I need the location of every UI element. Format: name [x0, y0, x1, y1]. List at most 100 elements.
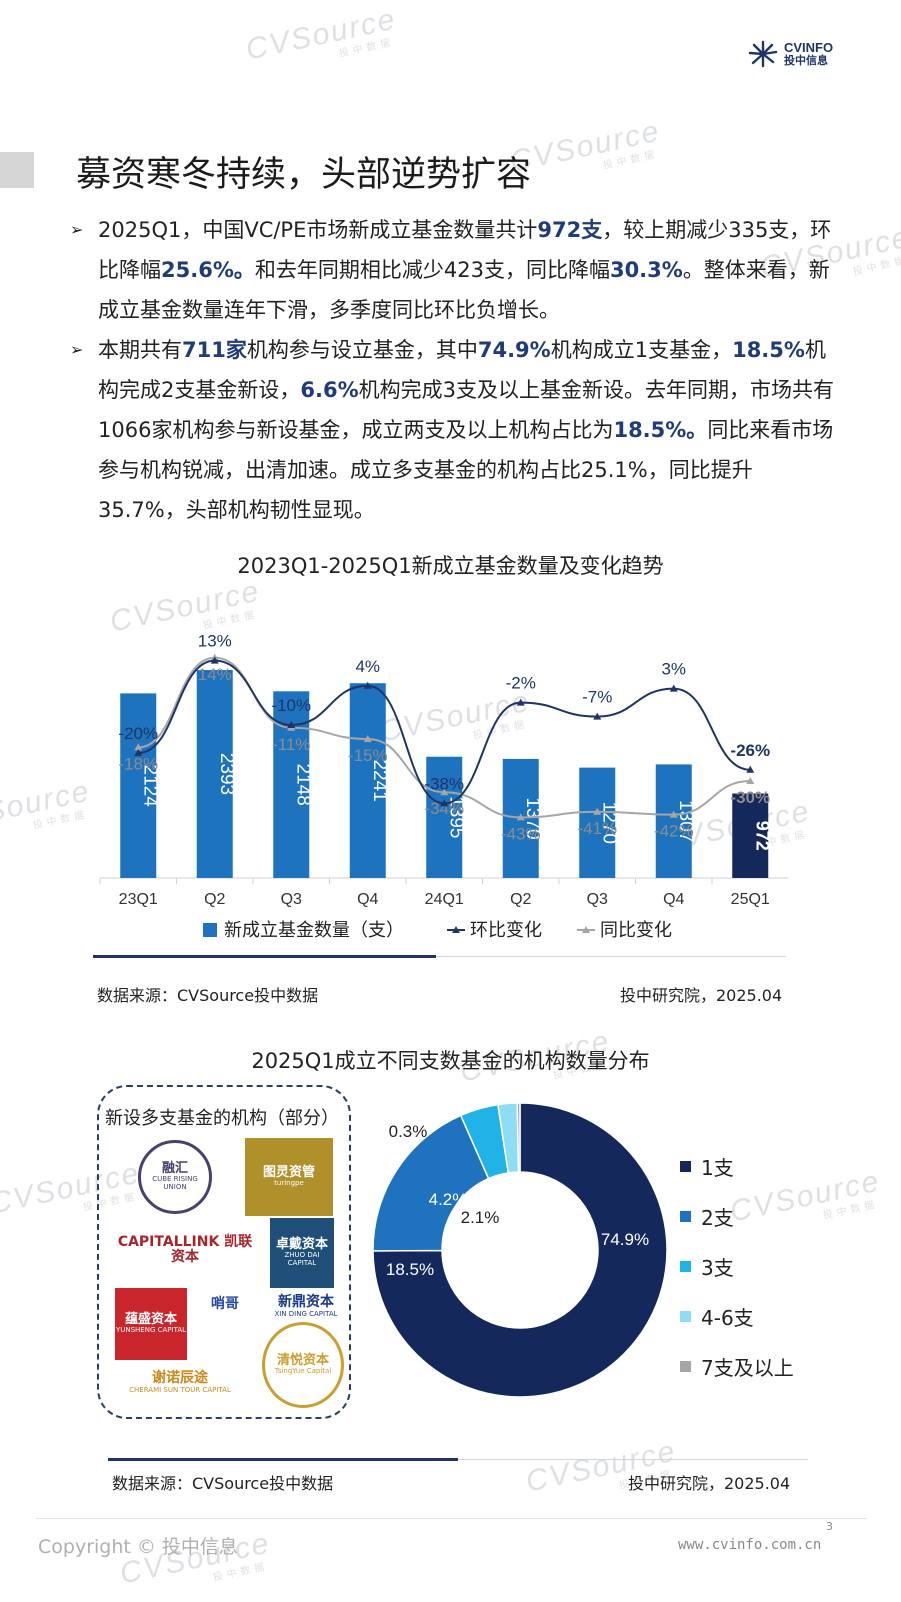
bullet-2: ➢ 本期共有711家机构参与设立基金，其中74.9%机构成立1支基金，18.5%… — [70, 330, 840, 530]
pie-legend-item: 2支 — [680, 1202, 734, 1231]
highlight-figure: 25.6%。 — [161, 258, 255, 282]
chart2-source-bar — [108, 1458, 458, 1461]
legend-label: 同比变化 — [600, 920, 672, 941]
legend-swatch — [680, 1211, 691, 1222]
org-logo: 清悦资本 TsingYue Capital — [262, 1322, 344, 1408]
org-logo: 卓戴资本 ZHUO DAI CAPITAL — [270, 1218, 334, 1288]
bar-value-label: 2393 — [216, 753, 237, 795]
bullet-segment: 机构完成3支及以上基金新设。去年同期，市场共有1066家机构参与新设基金，成立两… — [98, 378, 834, 442]
bar-value-label: 2241 — [369, 759, 390, 801]
series-marker — [669, 810, 678, 818]
donut-label: 0.3% — [389, 1122, 428, 1141]
org-logos-box — [97, 1085, 351, 1419]
series-data-label: -43% — [501, 824, 541, 843]
series-data-label: -34% — [424, 799, 464, 818]
bullet-arrow-icon: ➢ — [70, 340, 84, 359]
org-logo: 蕴盛资本 YUNSHENG CAPITAL — [115, 1288, 187, 1360]
series-data-label: 13% — [198, 632, 232, 651]
bullet-segment: 机构成立1支基金， — [550, 338, 733, 362]
highlight-figure: 972支 — [537, 218, 603, 242]
legend-swatch — [680, 1161, 691, 1172]
series-data-label: -7% — [582, 688, 612, 707]
page-number: 3 — [826, 1520, 833, 1533]
bar-value-label: 1370 — [522, 797, 543, 839]
page-title: 募资寒冬持续，头部逆势扩容 — [76, 155, 532, 195]
bullet-segment: 机构参与设立基金，其中 — [246, 338, 478, 362]
footer-divider — [36, 1518, 866, 1519]
series-data-label: -10% — [271, 696, 311, 715]
series-marker — [593, 807, 602, 815]
logo-cn: 投中信息 — [784, 54, 828, 67]
bullet-segment: 机构完成2支基金新设， — [98, 338, 826, 402]
chart2-source: 数据来源：CVSource投中数据 — [112, 1474, 334, 1493]
org-box-title: 新设多支基金的机构（部分） — [105, 1108, 339, 1129]
bar-value-label: 2148 — [292, 764, 313, 806]
cvinfo-burst-icon — [748, 40, 778, 68]
series-marker — [516, 813, 525, 821]
bar — [120, 693, 157, 878]
bar-value-label: 1395 — [445, 796, 466, 838]
highlight-figure: 30.3% — [609, 258, 683, 282]
bar-value-label: 2124 — [139, 765, 160, 808]
bullet-arrow-icon: ➢ — [70, 220, 84, 239]
legend-label: 1支 — [701, 1156, 734, 1180]
section-marker — [0, 152, 34, 188]
series-data-label: -38% — [424, 774, 464, 793]
bar-value-label: 972 — [752, 821, 772, 851]
highlight-figure: 18.5%。 — [613, 418, 708, 442]
donut-label: 4.2% — [429, 1190, 468, 1209]
bullet-segment: 本期共有 — [98, 338, 182, 362]
org-logo: 新鼎资本 XIN DING CAPITAL — [274, 1294, 338, 1318]
series-data-label: -20% — [118, 724, 158, 743]
donut-label: 2.1% — [461, 1208, 500, 1227]
pie-legend-item: 1支 — [680, 1152, 734, 1181]
series-data-label: 3% — [661, 660, 686, 679]
bar — [196, 670, 233, 878]
highlight-figure: 711家 — [182, 338, 247, 362]
bullet-1: ➢ 2025Q1，中国VC/PE市场新成立基金数量共计972支，较上期减少335… — [70, 210, 840, 330]
x-tick-label: Q2 — [510, 891, 531, 908]
series-data-label: -42% — [654, 822, 694, 841]
highlight-figure: 18.5% — [732, 338, 805, 362]
org-logo: 融汇 CUBE RISING UNION — [138, 1140, 212, 1214]
series-marker — [746, 765, 755, 773]
series-marker — [134, 749, 143, 756]
fund-count-chart: 2124 23Q1 2393 Q2 2148 Q3 2241 Q4 1395 24Q1 1370 Q2… — [93, 632, 789, 958]
legend-label: 3支 — [701, 1256, 734, 1280]
bullet-segment: 同比来看市场参与机构锐减，出清加速。成立多支基金的机构占比25.1%，同比提升3… — [98, 418, 834, 522]
series-marker — [746, 777, 755, 784]
pie-legend-item: 3支 — [680, 1252, 734, 1281]
chart1-title: 2023Q1-2025Q1新成立基金数量及变化趋势 — [237, 554, 664, 578]
org-logo: CAPITALLINK 凯联资本 — [117, 1233, 253, 1265]
bar — [655, 764, 692, 878]
series-data-label: -15% — [348, 746, 388, 765]
x-tick-label: 23Q1 — [119, 891, 158, 908]
pie-legend-item: 4-6支 — [680, 1302, 754, 1331]
cvinfo-logo: CVINFO 投中信息 — [748, 40, 833, 68]
org-logo: 谢诺辰途 CHERAMI SUN TOUR CAPITAL — [129, 1370, 231, 1394]
legend-swatch — [203, 923, 217, 937]
series-data-label: -41% — [577, 819, 617, 838]
donut-slice — [372, 1102, 668, 1398]
legend-swatch — [680, 1361, 691, 1372]
legend-label: 4-6支 — [701, 1306, 754, 1330]
x-tick-label: Q3 — [281, 891, 302, 908]
donut-label: 74.9% — [601, 1230, 649, 1249]
chart1-credit: 投中研究院，2025.04 — [620, 986, 783, 1005]
x-tick-label: Q4 — [357, 891, 378, 908]
source-rule — [436, 956, 786, 957]
series-marker — [287, 721, 296, 728]
series-data-label: -18% — [118, 754, 158, 773]
legend-swatch — [680, 1261, 691, 1272]
org-logo: 哨哥 — [211, 1296, 239, 1313]
legend-label: 7支及以上 — [701, 1356, 794, 1380]
footer-url-link[interactable]: www.cvinfo.com.cn — [678, 1537, 822, 1553]
bullet-segment: 和去年同期相比减少423支，同比降幅 — [254, 258, 610, 282]
series-marker — [134, 743, 143, 751]
chart2-source-rule — [458, 1459, 808, 1460]
donut-slice — [516, 1102, 521, 1173]
chart2-credit: 投中研究院，2025.04 — [628, 1474, 791, 1493]
bar — [732, 793, 769, 878]
